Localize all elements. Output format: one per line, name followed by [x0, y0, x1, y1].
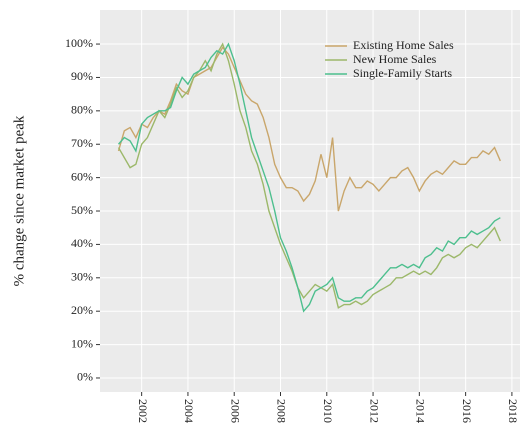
x-tick-label: 2014 — [414, 399, 428, 423]
legend-label: Existing Home Sales — [353, 38, 454, 52]
line-series — [117, 42, 501, 309]
legend-label: New Home Sales — [353, 52, 437, 66]
x-tick-label: 2016 — [460, 399, 474, 423]
plot-background — [100, 10, 520, 392]
y-tick-label: 50% — [71, 203, 93, 217]
y-tick-label: 20% — [71, 303, 93, 317]
y-tick-label: 100% — [65, 36, 93, 50]
x-tick-label: 2006 — [228, 399, 242, 423]
x-tick-label: 2002 — [136, 399, 150, 423]
y-tick-label: 80% — [71, 103, 93, 117]
x-tick-label: 2010 — [321, 399, 335, 423]
y-tick-label: 60% — [71, 169, 93, 183]
y-tick-label: 30% — [71, 270, 93, 284]
line-series — [117, 42, 501, 313]
x-tick-label: 2018 — [506, 399, 520, 423]
y-tick-label: 90% — [71, 69, 93, 83]
y-tick-label: 10% — [71, 336, 93, 350]
legend-label: Single-Family Starts — [353, 66, 452, 80]
x-tick-label: 2012 — [367, 399, 381, 423]
y-tick-label: 40% — [71, 236, 93, 250]
x-tick-label: 2004 — [182, 399, 196, 423]
line-series — [117, 46, 501, 212]
y-tick-label: 70% — [71, 136, 93, 150]
y-tick-label: 0% — [77, 370, 93, 384]
y-axis-title: % change since market peak — [11, 115, 27, 286]
x-tick-label: 2008 — [275, 399, 289, 423]
